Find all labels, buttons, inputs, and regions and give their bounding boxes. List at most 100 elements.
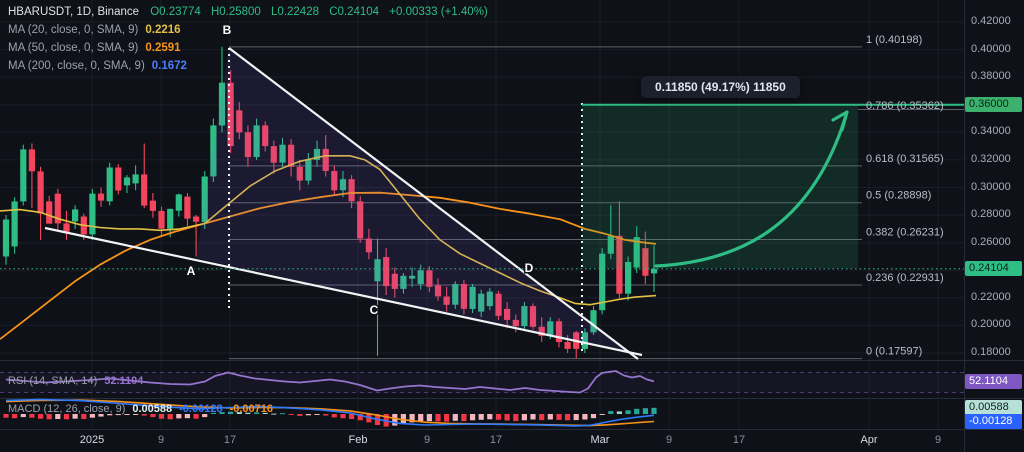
macd-histogram-bar: [305, 414, 311, 416]
macd-histogram-bar: [158, 414, 165, 419]
candle-body: [331, 171, 338, 191]
price-axis-label[interactable]: 0.40000: [971, 42, 1011, 55]
macd-histogram-bar: [599, 414, 605, 415]
price-axis-label[interactable]: 0.26000: [971, 235, 1011, 248]
ohlc-close: C0.24104: [329, 6, 380, 18]
fib-label: 0.236 (0.22931): [866, 272, 944, 284]
ma-indicator-row-3[interactable]: MA (200, close, 0, SMA, 9) 0.1672: [8, 57, 495, 75]
price-axis-label[interactable]: 0.20000: [971, 318, 1011, 331]
candle-body: [253, 125, 260, 158]
candle-body: [529, 306, 537, 327]
candle-body: [296, 166, 303, 181]
macd-histogram-bar: [245, 412, 251, 414]
candle-body: [616, 235, 623, 294]
macd-histogram-bar: [418, 414, 424, 422]
candle-body: [106, 167, 113, 202]
candle-body: [625, 262, 632, 294]
candle-body: [313, 148, 321, 160]
time-axis-label[interactable]: Apr: [860, 434, 878, 446]
candle-body: [564, 342, 571, 349]
ohlc-low: L0.22428: [271, 6, 319, 18]
macd-histogram-bar: [530, 414, 536, 420]
macd-legend[interactable]: MACD (12, 26, close, 9) 0.00588 -0.00128 -0…: [8, 403, 287, 415]
candle-body: [599, 253, 606, 311]
macd-histogram-bar: [608, 411, 614, 414]
macd-histogram-bar: [288, 414, 294, 415]
time-axis-label[interactable]: 17: [732, 434, 746, 446]
candle-body: [115, 167, 122, 191]
candle-body: [452, 284, 459, 305]
symbol-row[interactable]: HBARUSDT, 1D, Binance O0.23774 H0.25800 …: [8, 3, 495, 21]
time-axis-label[interactable]: 9: [665, 434, 673, 446]
time-axis-label[interactable]: 9: [423, 434, 431, 446]
ma-indicator-row-2[interactable]: MA (50, close, 0, SMA, 9) 0.2591: [8, 39, 495, 57]
ma-indicator-row-1[interactable]: MA (20, close, 0, SMA, 9) 0.2216: [8, 21, 495, 39]
candle-body: [210, 125, 217, 177]
candle-body: [374, 259, 381, 282]
price-axis-label[interactable]: 0.18000: [971, 346, 1011, 358]
candle-body: [2, 219, 10, 257]
macd-histogram-bar: [3, 414, 9, 418]
fib-label: 0.5 (0.28898): [866, 190, 931, 202]
macd-histogram-bar: [590, 414, 597, 419]
trendline-upper: [228, 47, 639, 360]
candle-body: [478, 293, 485, 312]
ohlc-high: H0.25800: [210, 6, 261, 18]
time-axis-label[interactable]: 9: [934, 434, 942, 446]
price-axis-label[interactable]: 0.32000: [971, 152, 1011, 165]
macd-histogram-bar: [642, 408, 648, 414]
candle-body: [642, 248, 649, 276]
macd-histogram-bar: [521, 414, 527, 421]
candle-body: [270, 146, 277, 163]
macd-histogram-bar: [314, 414, 320, 415]
time-axis-label[interactable]: 2025: [79, 434, 105, 446]
projection-arrow-head: [831, 110, 849, 132]
candle-body: [37, 171, 44, 214]
ma-label: MA (50, close, 0, SMA, 9): [8, 42, 139, 54]
candle-body: [54, 193, 61, 224]
time-axis-label[interactable]: 17: [489, 434, 503, 446]
rsi-legend[interactable]: RSI (14, SMA, 14) 52.1104: [8, 375, 150, 387]
price-axis-label[interactable]: 0.34000: [971, 125, 1011, 138]
candle-body: [262, 125, 269, 147]
candle-body: [495, 293, 502, 316]
candle-body: [365, 238, 372, 253]
candle-body: [227, 82, 234, 147]
wedge-pattern-fill: [196, 48, 630, 353]
time-axis-label[interactable]: 17: [223, 434, 237, 446]
candle-body: [434, 285, 442, 297]
macd-value-3: -0.00716: [229, 403, 274, 415]
pattern-letter-d: D: [525, 261, 534, 275]
macd-histogram-bar: [72, 414, 78, 419]
candle-body: [555, 321, 563, 342]
candle-body: [141, 174, 148, 206]
macd-histogram-bar: [323, 414, 329, 416]
price-axis-label[interactable]: 0.30000: [971, 180, 1011, 193]
macd-histogram-bar: [228, 411, 234, 414]
macd-histogram-bar: [547, 414, 553, 420]
chart-legend: HBARUSDT, 1D, Binance O0.23774 H0.25800 …: [8, 3, 495, 75]
macd-histogram-bar: [565, 414, 571, 421]
fib-label: 1 (0.40198): [866, 34, 922, 46]
symbol-title[interactable]: HBARUSDT, 1D, Binance: [8, 6, 140, 18]
price-axis-label[interactable]: 0.42000: [971, 15, 1011, 27]
candle-body: [63, 223, 70, 232]
macd-histogram-bar: [616, 411, 622, 414]
time-axis-label[interactable]: Mar: [590, 434, 610, 446]
candle-body: [132, 174, 139, 184]
time-axis-label[interactable]: Feb: [348, 434, 368, 446]
candle-body: [288, 144, 295, 167]
price-axis-label[interactable]: 0.22000: [971, 290, 1011, 303]
macd-histogram-bar: [38, 414, 44, 419]
macd-histogram-bar: [202, 414, 208, 418]
macd-histogram-bar: [115, 414, 121, 416]
macd-histogram-bar: [651, 407, 657, 414]
macd-histogram-bar: [271, 413, 277, 415]
price-axis-label[interactable]: 0.38000: [971, 70, 1011, 83]
price-change: +0.00333 (+1.40%): [389, 6, 488, 18]
time-axis-label[interactable]: 9: [157, 434, 165, 446]
macd-histogram-bar: [167, 414, 173, 420]
price-axis-label[interactable]: 0.28000: [971, 208, 1011, 221]
projection-arrow: [654, 110, 849, 268]
